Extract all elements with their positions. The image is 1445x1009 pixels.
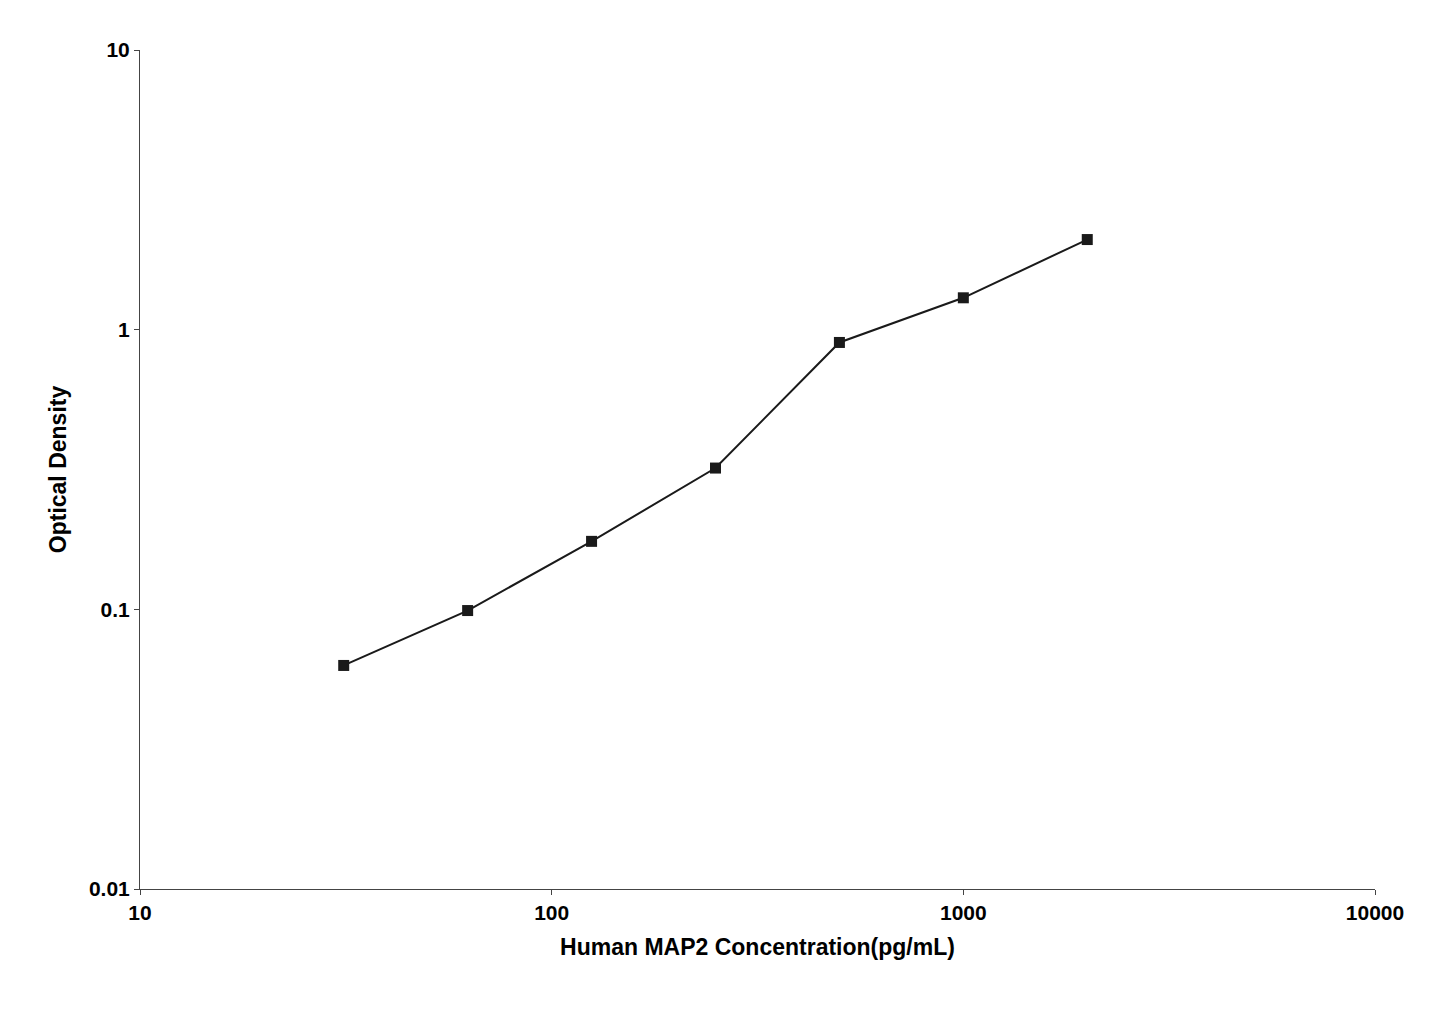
svg-text:0.1: 0.1 <box>101 598 131 621</box>
svg-text:10: 10 <box>106 38 129 61</box>
svg-text:10000: 10000 <box>1346 901 1404 924</box>
svg-text:100: 100 <box>534 901 569 924</box>
svg-text:Human MAP2 Concentration(pg/mL: Human MAP2 Concentration(pg/mL) <box>560 934 955 960</box>
svg-text:10: 10 <box>128 901 151 924</box>
svg-text:1000: 1000 <box>940 901 987 924</box>
svg-text:1: 1 <box>118 318 130 341</box>
svg-text:0.01: 0.01 <box>89 877 130 900</box>
svg-text:Optical Density: Optical Density <box>45 386 71 554</box>
